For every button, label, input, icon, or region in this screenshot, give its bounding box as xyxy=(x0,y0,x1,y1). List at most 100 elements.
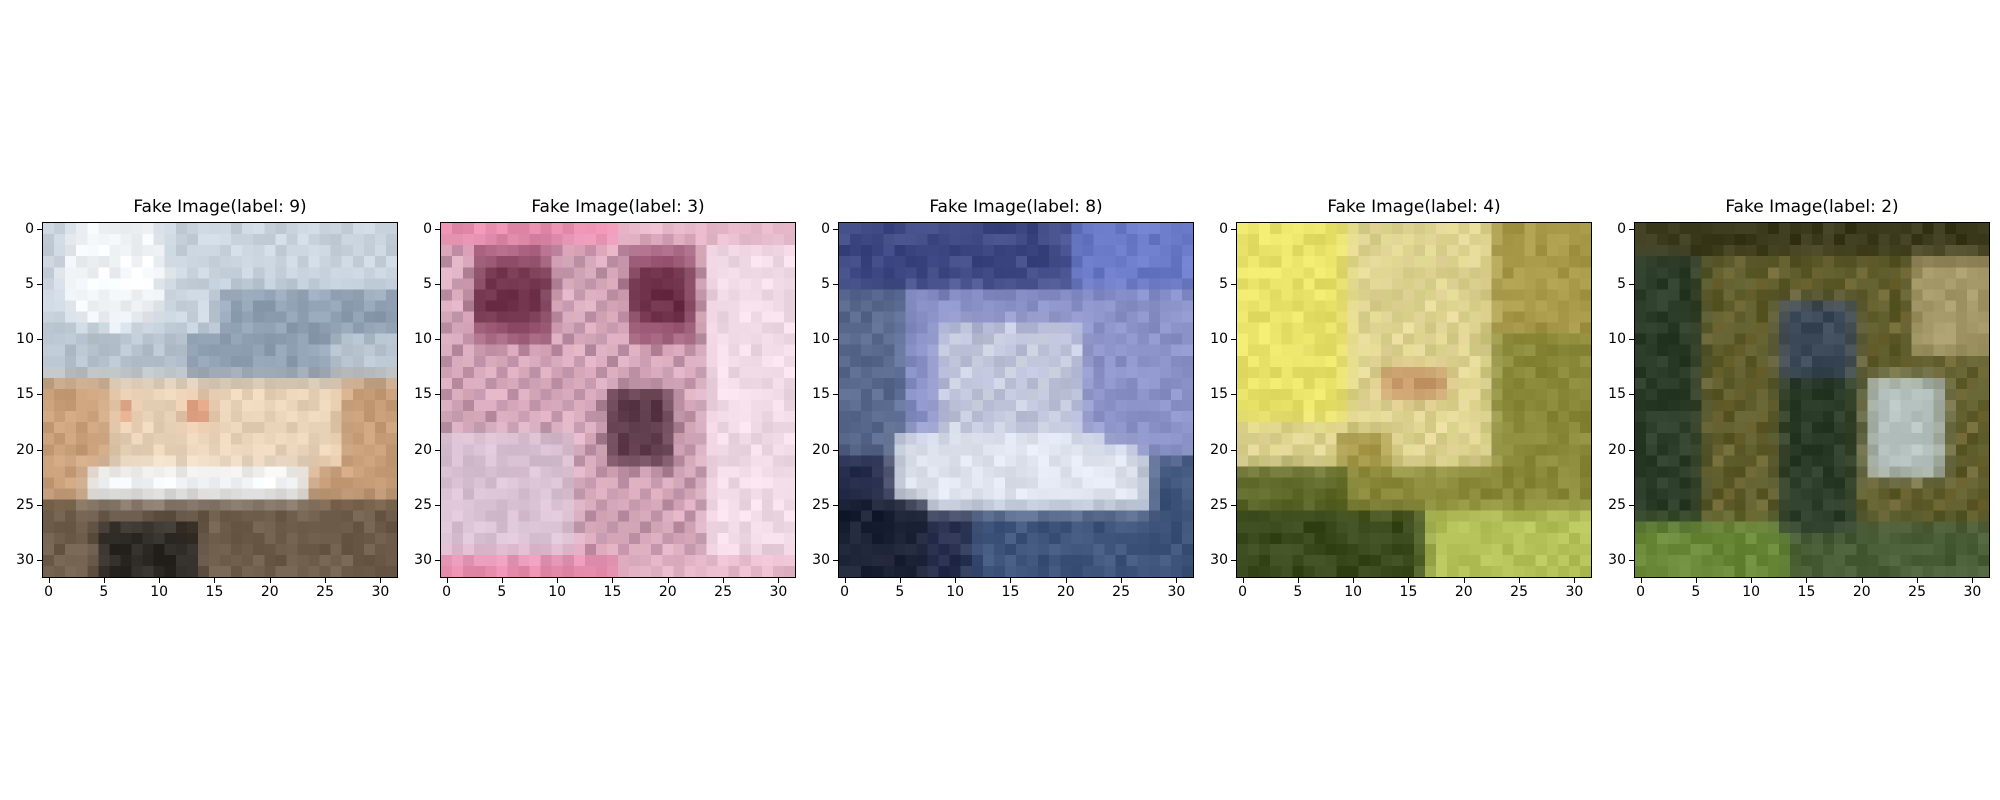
image-panel: Fake Image(label: 2) 0 5 10 15 20 25 30 0 5 10 15 20… xyxy=(1592,196,1992,600)
y-tick-mark xyxy=(833,560,838,562)
x-tick-label: 25 xyxy=(1510,584,1528,600)
generated-image xyxy=(42,222,398,578)
y-tick-label: 0 xyxy=(1617,220,1626,237)
x-tick-label: 15 xyxy=(1399,584,1418,600)
x-tick-label: 5 xyxy=(1293,584,1303,600)
y-tick-label: 30 xyxy=(16,552,34,569)
x-tick-label: 20 xyxy=(1056,584,1075,600)
y-tick-mark xyxy=(833,228,838,230)
y-tick-label: 30 xyxy=(1608,552,1626,569)
generated-image-pixels xyxy=(1237,223,1591,577)
y-tick-mark xyxy=(37,505,42,507)
y-tick-label: 25 xyxy=(1608,497,1626,514)
x-tick-mark xyxy=(1574,578,1576,583)
y-tick-mark xyxy=(435,560,440,562)
x-tick-label: 5 xyxy=(99,584,109,600)
x-tick-mark xyxy=(1861,578,1863,583)
x-tick-label: 0 xyxy=(442,584,451,600)
panel-title: Fake Image(label: 9) xyxy=(133,197,307,217)
y-tick-mark xyxy=(1231,283,1236,285)
y-tick-mark xyxy=(1231,560,1236,562)
x-tick-mark xyxy=(1463,578,1465,583)
x-tick-label: 10 xyxy=(946,584,965,600)
x-tick-mark xyxy=(1519,578,1521,583)
y-tick-mark xyxy=(435,339,440,341)
y-tick-mark xyxy=(37,283,42,285)
x-tick-label: 30 xyxy=(371,584,390,600)
x-tick-label: 10 xyxy=(1344,584,1363,600)
x-tick-label: 25 xyxy=(316,584,334,600)
y-tick-label: 30 xyxy=(1210,552,1228,569)
x-tick-label: 15 xyxy=(205,584,224,600)
y-tick-mark xyxy=(1629,283,1634,285)
x-tick-mark xyxy=(1176,578,1178,583)
y-tick-label: 0 xyxy=(1219,220,1228,237)
y-tick-mark xyxy=(1629,339,1634,341)
x-tick-mark xyxy=(723,578,725,583)
y-tick-mark xyxy=(37,449,42,451)
x-tick-label: 15 xyxy=(1797,584,1816,600)
y-tick-label: 5 xyxy=(25,275,34,292)
x-tick-label: 5 xyxy=(1691,584,1701,600)
x-tick-label: 30 xyxy=(1565,584,1584,600)
y-tick-mark xyxy=(1629,228,1634,230)
panel-title: Fake Image(label: 4) xyxy=(1327,197,1501,217)
x-tick-label: 0 xyxy=(1238,584,1247,600)
panel-title: Fake Image(label: 8) xyxy=(929,197,1103,217)
y-tick-label: 10 xyxy=(16,331,34,348)
y-tick-mark xyxy=(833,283,838,285)
x-tick-mark xyxy=(159,578,161,583)
x-tick-mark xyxy=(1972,578,1974,583)
y-tick-mark xyxy=(435,394,440,396)
y-tick-label: 10 xyxy=(414,331,432,348)
x-tick-label: 0 xyxy=(1636,584,1645,600)
x-tick-label: 10 xyxy=(150,584,169,600)
image-panel: Fake Image(label: 9) 0 5 10 15 20 25 30 0 5 10 15 20… xyxy=(0,196,400,600)
x-tick-mark xyxy=(1640,578,1642,583)
x-tick-mark xyxy=(1408,578,1410,583)
y-tick-label: 0 xyxy=(821,220,830,237)
y-tick-label: 25 xyxy=(812,497,830,514)
generated-image xyxy=(1634,222,1990,578)
y-tick-mark xyxy=(435,505,440,507)
x-tick-mark xyxy=(269,578,271,583)
x-tick-mark xyxy=(1065,578,1067,583)
y-tick-label: 0 xyxy=(25,220,34,237)
y-tick-label: 5 xyxy=(1617,275,1626,292)
y-tick-mark xyxy=(833,505,838,507)
x-tick-mark xyxy=(1010,578,1012,583)
y-tick-label: 0 xyxy=(423,220,432,237)
x-tick-label: 30 xyxy=(1963,584,1982,600)
x-tick-mark xyxy=(1353,578,1355,583)
generated-image xyxy=(838,222,1194,578)
y-tick-mark xyxy=(435,449,440,451)
x-tick-mark xyxy=(612,578,614,583)
x-tick-label: 25 xyxy=(1908,584,1926,600)
y-tick-label: 5 xyxy=(821,275,830,292)
x-tick-mark xyxy=(899,578,901,583)
y-tick-mark xyxy=(1231,394,1236,396)
image-panel: Fake Image(label: 3) 0 5 10 15 20 25 30 0 5 10 15 20… xyxy=(398,196,798,600)
x-tick-label: 0 xyxy=(840,584,849,600)
x-tick-mark xyxy=(501,578,503,583)
x-tick-mark xyxy=(1751,578,1753,583)
y-tick-label: 25 xyxy=(16,497,34,514)
panel-title: Fake Image(label: 3) xyxy=(531,197,705,217)
x-tick-label: 0 xyxy=(44,584,53,600)
y-tick-mark xyxy=(1629,560,1634,562)
y-tick-label: 10 xyxy=(1608,331,1626,348)
y-tick-label: 5 xyxy=(423,275,432,292)
x-tick-mark xyxy=(380,578,382,583)
y-tick-mark xyxy=(833,339,838,341)
y-tick-label: 25 xyxy=(414,497,432,514)
image-panel: Fake Image(label: 4) 0 5 10 15 20 25 30 0 5 10 15 20… xyxy=(1194,196,1594,600)
x-tick-label: 25 xyxy=(714,584,732,600)
y-tick-label: 15 xyxy=(1210,386,1228,403)
panel-title: Fake Image(label: 2) xyxy=(1725,197,1899,217)
x-tick-mark xyxy=(1121,578,1123,583)
y-tick-mark xyxy=(37,228,42,230)
generated-image-pixels xyxy=(441,223,795,577)
x-tick-label: 10 xyxy=(548,584,567,600)
y-tick-mark xyxy=(1629,505,1634,507)
x-tick-label: 20 xyxy=(1454,584,1473,600)
